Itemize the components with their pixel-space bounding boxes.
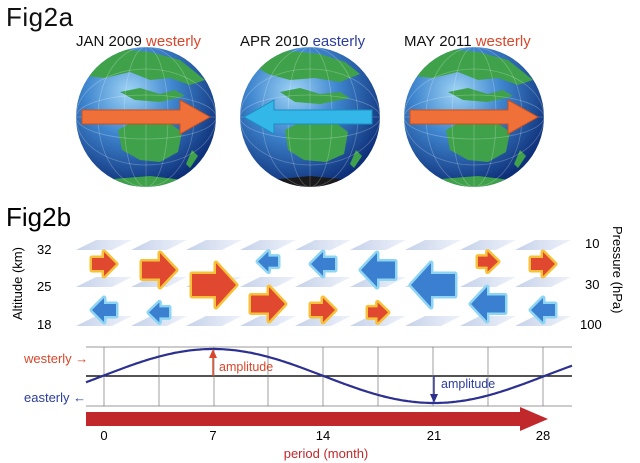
easterly-arrow-core [411, 263, 455, 307]
westerly-arrow-core [311, 298, 335, 322]
easterly-axis-label: easterly ← [24, 390, 86, 405]
altitude-tick-25: 25 [37, 279, 51, 294]
amplitude-label-easterly: amplitude [441, 377, 495, 391]
altitude-tick-32: 32 [37, 242, 51, 257]
altitude-plane [460, 277, 516, 287]
easterly-arrow-core [92, 298, 116, 322]
westerly-arrow-core [478, 251, 498, 272]
westerly-arrow-core [531, 252, 555, 276]
altitude-plane [295, 240, 351, 250]
oscillation-curve [85, 347, 573, 405]
globe-date-2: APR 2010 [240, 33, 309, 50]
altitude-plane [460, 240, 516, 250]
globe-wind-2: easterly [312, 33, 366, 50]
easterly-arrow-core [149, 302, 169, 323]
altitude-plane [515, 277, 571, 287]
altitude-plane [76, 277, 132, 287]
altitude-plane [240, 277, 296, 287]
pressure-tick-100: 100 [580, 317, 602, 332]
westerly-arrow-core [92, 252, 116, 276]
indonesia-landmass [120, 88, 185, 102]
pressure-tick-30: 30 [585, 277, 599, 292]
antarctica-landmass [100, 176, 200, 187]
westerly-arrow-core [251, 287, 285, 321]
westerly-arrow-1 [81, 99, 212, 135]
globe-3 [404, 47, 544, 187]
easterly-arrow-core [471, 287, 505, 321]
westerly-arrow-core [368, 302, 388, 323]
x-axis-title: period (month) [284, 446, 369, 461]
amplitude-arrowhead-down [430, 394, 438, 403]
period-arrow [86, 407, 548, 431]
globe-wind-3: westerly [475, 33, 531, 50]
altitude-plane [240, 240, 296, 250]
altitude-axis-title: Altitude (km) [10, 247, 25, 320]
amplitude-arrowhead-up [209, 349, 217, 358]
westerly-arrow-core [192, 263, 236, 307]
globe-1 [76, 47, 216, 187]
easterly-arrow-2 [242, 99, 373, 135]
altitude-plane [295, 277, 351, 287]
globe-label-1: JAN 2009 westerly [76, 33, 201, 50]
altitude-plane [131, 240, 187, 250]
altitude-tick-18: 18 [37, 317, 51, 332]
westerly-arrow-core [142, 253, 176, 287]
x-tick-label: 14 [316, 428, 330, 443]
fig2b-title: Fig2b [6, 202, 71, 232]
x-tick-label: 21 [427, 428, 441, 443]
cycle-panel: amplitude amplitude westerly → easterly … [23, 346, 573, 407]
easterly-arrow-core [361, 253, 395, 287]
new-zealand-landmass [186, 150, 198, 168]
globe-date-3: MAY 2011 [404, 33, 472, 50]
altitude-plane [186, 316, 242, 326]
x-tick-label: 28 [536, 428, 550, 443]
easterly-arrow-core [311, 252, 335, 276]
altitude-plane [186, 240, 242, 250]
altitude-plane [405, 316, 461, 326]
globe-label-3: MAY 2011 westerly [404, 33, 531, 50]
globe-wind-1: westerly [146, 33, 202, 50]
globe-2 [240, 47, 380, 187]
altitude-plane [405, 240, 461, 250]
pressure-axis-title: Pressure (hPa) [610, 226, 625, 313]
westerly-arrow-3 [409, 99, 540, 135]
x-tick-label: 0 [100, 428, 107, 443]
altitude-plane [76, 240, 132, 250]
x-tick-label: 7 [209, 428, 216, 443]
wind-profiles [76, 240, 571, 326]
globe-date-1: JAN 2009 [76, 33, 142, 50]
amplitude-label-westerly: amplitude [219, 360, 273, 374]
easterly-arrow-core [531, 298, 555, 322]
westerly-axis-label: westerly → [23, 351, 88, 366]
altitude-plane [350, 240, 406, 250]
australia-landmass [118, 118, 182, 162]
fig2a-title: Fig2a [6, 2, 74, 32]
easterly-arrow-core [258, 251, 278, 272]
altitude-plane [515, 240, 571, 250]
globe-label-2: APR 2010 easterly [240, 33, 365, 50]
pressure-tick-10: 10 [585, 236, 599, 251]
